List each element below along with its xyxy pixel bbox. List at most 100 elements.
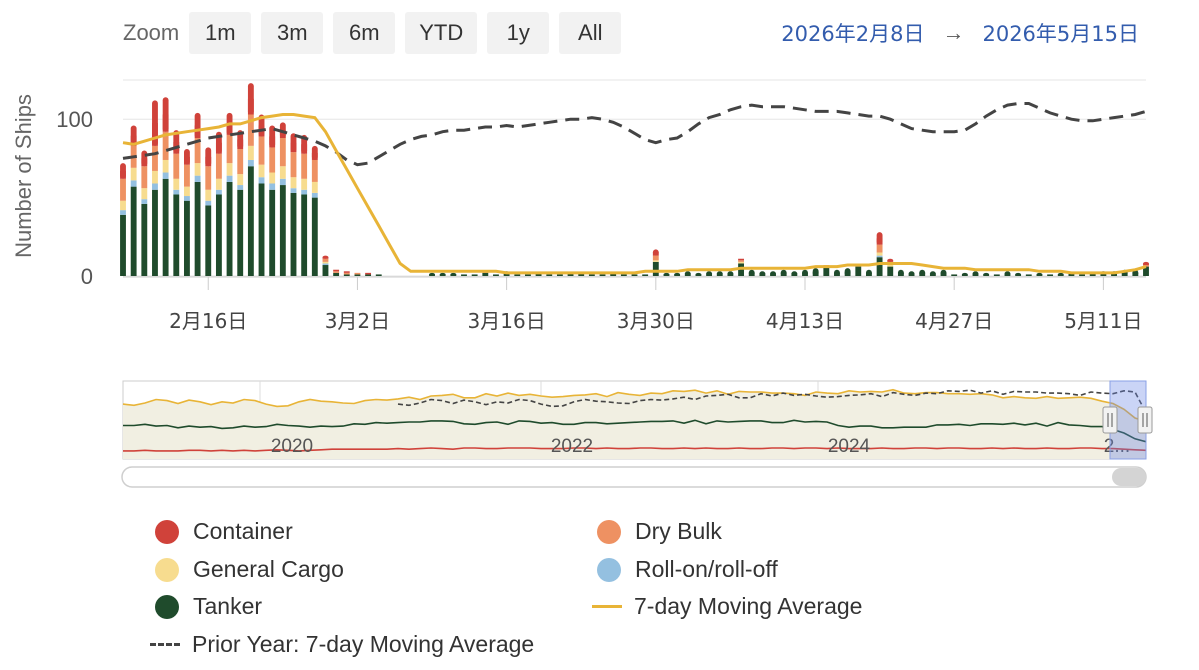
bar-tanker <box>184 200 190 276</box>
bar-dry-bulk <box>237 148 244 175</box>
zoom-ytd-button[interactable]: YTD <box>405 12 478 54</box>
zoom-all-button[interactable]: All <box>559 12 622 54</box>
bar-dry-bulk <box>247 114 254 146</box>
bar-tanker <box>738 263 744 276</box>
legend-line-icon <box>150 643 180 646</box>
x-tick-label: 3月16日 <box>468 309 546 333</box>
bar-tanker <box>493 274 499 276</box>
bar-segment <box>748 272 755 276</box>
bar-dry-bulk <box>141 166 148 189</box>
scrollbar-thumb[interactable] <box>1112 468 1146 486</box>
bar-container <box>738 258 744 261</box>
legend-dot-icon <box>155 557 179 582</box>
navigator-left-handle[interactable] <box>1102 406 1118 434</box>
bar-dry-bulk <box>876 244 883 253</box>
bar-roll-on-roll-off <box>258 177 265 184</box>
bar-roll-on-roll-off <box>173 189 180 195</box>
date-range: 2026年2月8日 → 2026年5月15日 <box>781 18 1139 48</box>
navigator-year-label: 2024 <box>828 436 871 457</box>
bar-roll-on-roll-off <box>162 172 169 179</box>
bar-dry-bulk <box>322 258 329 262</box>
bar-tanker <box>354 274 361 276</box>
bar-segment <box>162 114 169 132</box>
bar-general-cargo <box>269 172 276 184</box>
bar-segment <box>535 274 542 276</box>
legend-item-container[interactable]: Container <box>155 518 293 545</box>
zoom-3m-button[interactable]: 3m <box>261 12 324 54</box>
bar-segment <box>844 272 851 276</box>
bar-tanker <box>876 257 883 276</box>
bar-segment <box>279 130 286 139</box>
bar-tanker <box>1025 274 1032 276</box>
bar-tanker <box>215 194 222 276</box>
legend-line-icon <box>592 605 622 608</box>
bar-segment <box>152 123 158 146</box>
y-tick-label: 100 <box>56 107 93 132</box>
bar-general-cargo <box>173 178 180 190</box>
bar-segment <box>226 123 233 135</box>
x-tick-label: 3月2日 <box>325 309 390 333</box>
zoom-6m-button[interactable]: 6m <box>333 12 396 54</box>
bar-segment <box>887 260 894 262</box>
bar-general-cargo <box>215 178 222 190</box>
navigator-line-container <box>123 447 1147 452</box>
bar-tanker <box>461 274 467 276</box>
bar-tanker <box>269 189 276 276</box>
x-tick-label: 3月30日 <box>617 309 695 333</box>
bar-general-cargo <box>247 145 254 160</box>
bar-segment <box>961 274 968 276</box>
bar-dry-bulk <box>162 131 169 160</box>
prior-year-line <box>122 102 1147 167</box>
bar-segment <box>1143 263 1149 266</box>
bar-tanker <box>279 185 286 276</box>
bar-tanker <box>141 203 148 276</box>
legend-item-tanker[interactable]: Tanker <box>155 593 262 620</box>
bar-general-cargo <box>301 178 308 190</box>
bar-general-cargo <box>887 265 894 267</box>
navigator-line-prior-year-day-moving-average <box>397 389 1147 414</box>
bar-dry-bulk <box>354 272 361 275</box>
bar-segment <box>215 142 222 154</box>
bar-roll-on-roll-off <box>226 175 233 182</box>
bar-segment <box>834 272 840 276</box>
bar-segment <box>439 274 446 276</box>
legend-item-roll-on-roll-off[interactable]: Roll-on/roll-off <box>597 556 778 583</box>
bar-container <box>365 272 372 275</box>
bar-dry-bulk <box>226 134 233 164</box>
bar-dry-bulk <box>279 138 286 167</box>
bar-segment <box>716 273 723 276</box>
legend-label: Tanker <box>193 593 263 619</box>
bar-tanker <box>247 166 254 276</box>
zoom-1m-button[interactable]: 1m <box>189 12 252 54</box>
navigator-right-handle[interactable] <box>1137 406 1153 434</box>
bar-tanker <box>546 274 553 276</box>
bar-segment <box>929 273 936 276</box>
bar-segment <box>269 136 276 148</box>
range-to-input[interactable]: 2026年5月15日 <box>982 22 1139 46</box>
bar-roll-on-roll-off <box>269 183 276 190</box>
bar-segment <box>301 144 308 154</box>
navigator-year-label: 2020 <box>271 436 313 457</box>
legend-item-prior-year-7-day-moving-average[interactable]: Prior Year: 7-day Moving Average <box>150 631 534 658</box>
bar-roll-on-roll-off <box>311 192 318 198</box>
bar-general-cargo <box>194 163 201 176</box>
bar-tanker <box>823 266 830 276</box>
bar-tanker <box>322 265 329 276</box>
navigator-scrollbar[interactable] <box>121 466 1147 488</box>
legend-item-general-cargo[interactable]: General Cargo <box>155 556 344 583</box>
legend-label: Dry Bulk <box>635 518 722 544</box>
x-tick-label: 2月16日 <box>169 309 247 333</box>
bar-tanker <box>162 178 169 276</box>
legend-item-7-day-moving-average[interactable]: 7-day Moving Average <box>592 593 862 620</box>
legend-dot-icon <box>155 519 179 544</box>
bar-tanker <box>130 186 137 276</box>
bar-general-cargo <box>290 177 297 189</box>
range-from-input[interactable]: 2026年2月8日 <box>781 22 925 46</box>
bar-general-cargo <box>226 163 233 176</box>
bar-segment <box>184 156 190 165</box>
bar-tanker <box>290 192 297 276</box>
bar-segment <box>919 272 926 276</box>
bar-segment <box>706 273 713 276</box>
legend-item-dry-bulk[interactable]: Dry Bulk <box>597 518 722 545</box>
zoom-1y-button[interactable]: 1y <box>487 12 550 54</box>
